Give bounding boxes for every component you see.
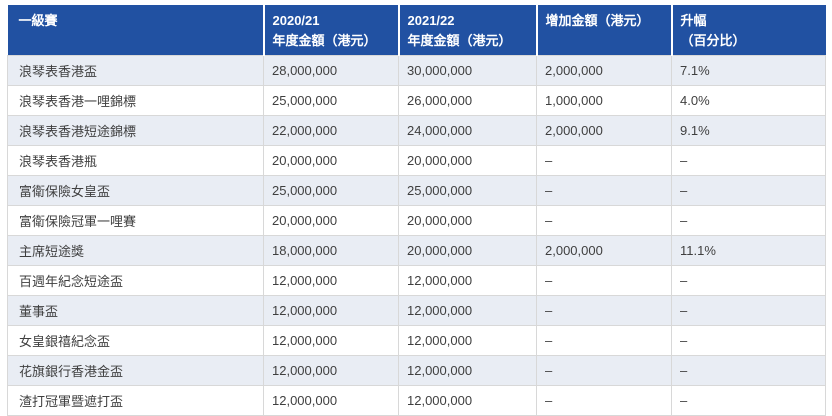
table-row: 董事盃 12,000,000 12,000,000 – – [7, 295, 826, 326]
prize-money-table: 一級賽 2020/21 年度金額（港元） 2021/22 年度金額（港元） 增加金額… [7, 5, 826, 416]
table-row: 百週年紀念短途盃 12,000,000 12,000,000 – – [7, 265, 826, 296]
header-cell-increase: 增加金額（港元） [536, 5, 673, 56]
increase-cell: 2,000,000 [536, 55, 672, 86]
table-row: 浪琴表香港瓶 20,000,000 20,000,000 – – [7, 145, 826, 176]
amount-2020-21-cell: 20,000,000 [263, 205, 399, 236]
header-2021-22-line1: 2021/22 [407, 13, 455, 28]
amount-2021-22-cell: 20,000,000 [398, 235, 537, 266]
percent-cell: – [671, 325, 826, 356]
header-2020-21-line2: 年度金額（港元） [272, 33, 377, 48]
header-cell-percent: 升幅 （百分比） [671, 5, 826, 56]
header-percent-line2: （百分比） [680, 33, 746, 48]
header-2020-21-line1: 2020/21 [272, 13, 320, 28]
race-name-cell: 百週年紀念短途盃 [7, 265, 264, 296]
race-name-cell: 渣打冠軍暨遮打盃 [7, 385, 264, 416]
table-header-row: 一級賽 2020/21 年度金額（港元） 2021/22 年度金額（港元） 增加金額… [7, 5, 826, 56]
race-name-cell: 浪琴表香港一哩錦標 [7, 85, 264, 116]
percent-cell: 4.0% [671, 85, 826, 116]
increase-cell: 1,000,000 [536, 85, 672, 116]
race-name-cell: 浪琴表香港瓶 [7, 145, 264, 176]
amount-2021-22-cell: 12,000,000 [398, 295, 537, 326]
increase-cell: – [536, 295, 672, 326]
amount-2020-21-cell: 28,000,000 [263, 55, 399, 86]
race-name-cell: 花旗銀行香港金盃 [7, 355, 264, 386]
percent-cell: – [671, 175, 826, 206]
table-row: 浪琴表香港一哩錦標 25,000,000 26,000,000 1,000,00… [7, 85, 826, 116]
amount-2021-22-cell: 24,000,000 [398, 115, 537, 146]
amount-2020-21-cell: 12,000,000 [263, 385, 399, 416]
amount-2020-21-cell: 20,000,000 [263, 145, 399, 176]
percent-cell: – [671, 355, 826, 386]
amount-2021-22-cell: 12,000,000 [398, 385, 537, 416]
table-row: 富衛保險女皇盃 25,000,000 25,000,000 – – [7, 175, 826, 206]
increase-cell: – [536, 355, 672, 386]
amount-2020-21-cell: 12,000,000 [263, 295, 399, 326]
amount-2020-21-cell: 25,000,000 [263, 175, 399, 206]
increase-cell: – [536, 385, 672, 416]
percent-cell: – [671, 205, 826, 236]
prize-money-table-container: 一級賽 2020/21 年度金額（港元） 2021/22 年度金額（港元） 增加金額… [7, 5, 826, 416]
header-increase-line1: 增加金額（港元） [545, 13, 650, 28]
percent-cell: 9.1% [671, 115, 826, 146]
percent-cell: – [671, 385, 826, 416]
amount-2020-21-cell: 12,000,000 [263, 325, 399, 356]
table-row: 富衛保險冠軍一哩賽 20,000,000 20,000,000 – – [7, 205, 826, 236]
race-name-cell: 富衛保險冠軍一哩賽 [7, 205, 264, 236]
header-2021-22-line2: 年度金額（港元） [407, 33, 512, 48]
amount-2021-22-cell: 25,000,000 [398, 175, 537, 206]
amount-2021-22-cell: 30,000,000 [398, 55, 537, 86]
table-row: 浪琴表香港盃 28,000,000 30,000,000 2,000,000 7… [7, 55, 826, 86]
amount-2021-22-cell: 20,000,000 [398, 145, 537, 176]
header-cell-race: 一級賽 [7, 5, 265, 56]
race-name-cell: 主席短途獎 [7, 235, 264, 266]
increase-cell: – [536, 265, 672, 296]
percent-cell: – [671, 145, 826, 176]
race-name-cell: 浪琴表香港盃 [7, 55, 264, 86]
table-row: 浪琴表香港短途錦標 22,000,000 24,000,000 2,000,00… [7, 115, 826, 146]
increase-cell: 2,000,000 [536, 235, 672, 266]
amount-2020-21-cell: 25,000,000 [263, 85, 399, 116]
header-cell-amount-2021-22: 2021/22 年度金額（港元） [398, 5, 538, 56]
amount-2020-21-cell: 12,000,000 [263, 265, 399, 296]
amount-2020-21-cell: 22,000,000 [263, 115, 399, 146]
percent-cell: – [671, 295, 826, 326]
percent-cell: 11.1% [671, 235, 826, 266]
table-row: 渣打冠軍暨遮打盃 12,000,000 12,000,000 – – [7, 385, 826, 416]
percent-cell: – [671, 265, 826, 296]
amount-2021-22-cell: 12,000,000 [398, 355, 537, 386]
header-cell-amount-2020-21: 2020/21 年度金額（港元） [263, 5, 400, 56]
header-race-line1: 一級賽 [18, 13, 58, 28]
percent-cell: 7.1% [671, 55, 826, 86]
increase-cell: – [536, 145, 672, 176]
amount-2021-22-cell: 26,000,000 [398, 85, 537, 116]
race-name-cell: 董事盃 [7, 295, 264, 326]
amount-2020-21-cell: 18,000,000 [263, 235, 399, 266]
increase-cell: – [536, 325, 672, 356]
amount-2021-22-cell: 12,000,000 [398, 325, 537, 356]
race-name-cell: 富衛保險女皇盃 [7, 175, 264, 206]
increase-cell: – [536, 205, 672, 236]
race-name-cell: 浪琴表香港短途錦標 [7, 115, 264, 146]
race-name-cell: 女皇銀禧紀念盃 [7, 325, 264, 356]
increase-cell: 2,000,000 [536, 115, 672, 146]
amount-2021-22-cell: 20,000,000 [398, 205, 537, 236]
table-row: 主席短途獎 18,000,000 20,000,000 2,000,000 11… [7, 235, 826, 266]
increase-cell: – [536, 175, 672, 206]
amount-2021-22-cell: 12,000,000 [398, 265, 537, 296]
header-percent-line1: 升幅 [680, 13, 707, 28]
amount-2020-21-cell: 12,000,000 [263, 355, 399, 386]
table-row: 女皇銀禧紀念盃 12,000,000 12,000,000 – – [7, 325, 826, 356]
table-row: 花旗銀行香港金盃 12,000,000 12,000,000 – – [7, 355, 826, 386]
